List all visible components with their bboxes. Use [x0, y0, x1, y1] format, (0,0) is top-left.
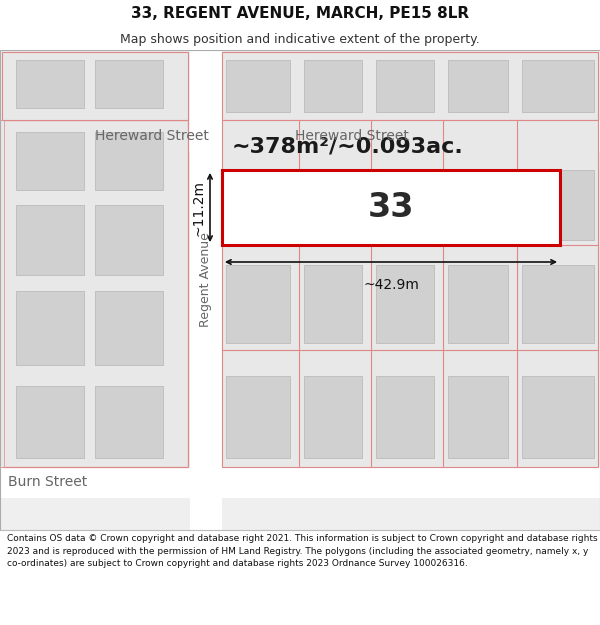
- Bar: [222, 120, 598, 467]
- Bar: [304, 60, 362, 112]
- Text: Regent Avenue: Regent Avenue: [199, 232, 212, 328]
- Bar: [522, 376, 594, 458]
- Bar: [226, 265, 290, 343]
- Bar: [376, 170, 434, 240]
- Bar: [0, 120, 600, 152]
- Bar: [448, 60, 508, 112]
- Bar: [2, 120, 188, 467]
- Bar: [376, 265, 434, 343]
- Bar: [522, 265, 594, 343]
- Bar: [16, 132, 84, 190]
- Bar: [95, 291, 163, 365]
- Bar: [222, 170, 560, 245]
- Bar: [0, 120, 4, 467]
- Bar: [95, 60, 163, 108]
- Bar: [95, 132, 163, 190]
- Text: Contains OS data © Crown copyright and database right 2021. This information is : Contains OS data © Crown copyright and d…: [7, 534, 598, 569]
- Bar: [16, 386, 84, 458]
- Text: ~11.2m: ~11.2m: [192, 179, 206, 236]
- Text: 33, REGENT AVENUE, MARCH, PE15 8LR: 33, REGENT AVENUE, MARCH, PE15 8LR: [131, 6, 469, 21]
- Text: 33: 33: [368, 191, 414, 224]
- Bar: [304, 170, 362, 240]
- Bar: [95, 386, 163, 458]
- Bar: [190, 50, 222, 530]
- Text: ~42.9m: ~42.9m: [363, 278, 419, 292]
- Bar: [16, 291, 84, 365]
- Bar: [522, 170, 594, 240]
- Bar: [2, 52, 188, 120]
- Bar: [226, 170, 290, 240]
- Bar: [226, 376, 290, 458]
- Bar: [95, 205, 163, 275]
- Bar: [16, 60, 84, 108]
- Text: Burn Street: Burn Street: [8, 476, 87, 489]
- Bar: [376, 376, 434, 458]
- Bar: [448, 265, 508, 343]
- Bar: [448, 376, 508, 458]
- Text: ~378m²/~0.093ac.: ~378m²/~0.093ac.: [232, 136, 464, 156]
- Bar: [16, 205, 84, 275]
- Bar: [0, 467, 600, 498]
- Bar: [304, 376, 362, 458]
- Text: Hereward Street: Hereward Street: [295, 129, 409, 143]
- Bar: [522, 60, 594, 112]
- Bar: [304, 265, 362, 343]
- Bar: [448, 170, 508, 240]
- Text: Hereward Street: Hereward Street: [95, 129, 209, 143]
- Bar: [226, 60, 290, 112]
- Text: Map shows position and indicative extent of the property.: Map shows position and indicative extent…: [120, 32, 480, 46]
- Bar: [222, 52, 598, 120]
- Bar: [376, 60, 434, 112]
